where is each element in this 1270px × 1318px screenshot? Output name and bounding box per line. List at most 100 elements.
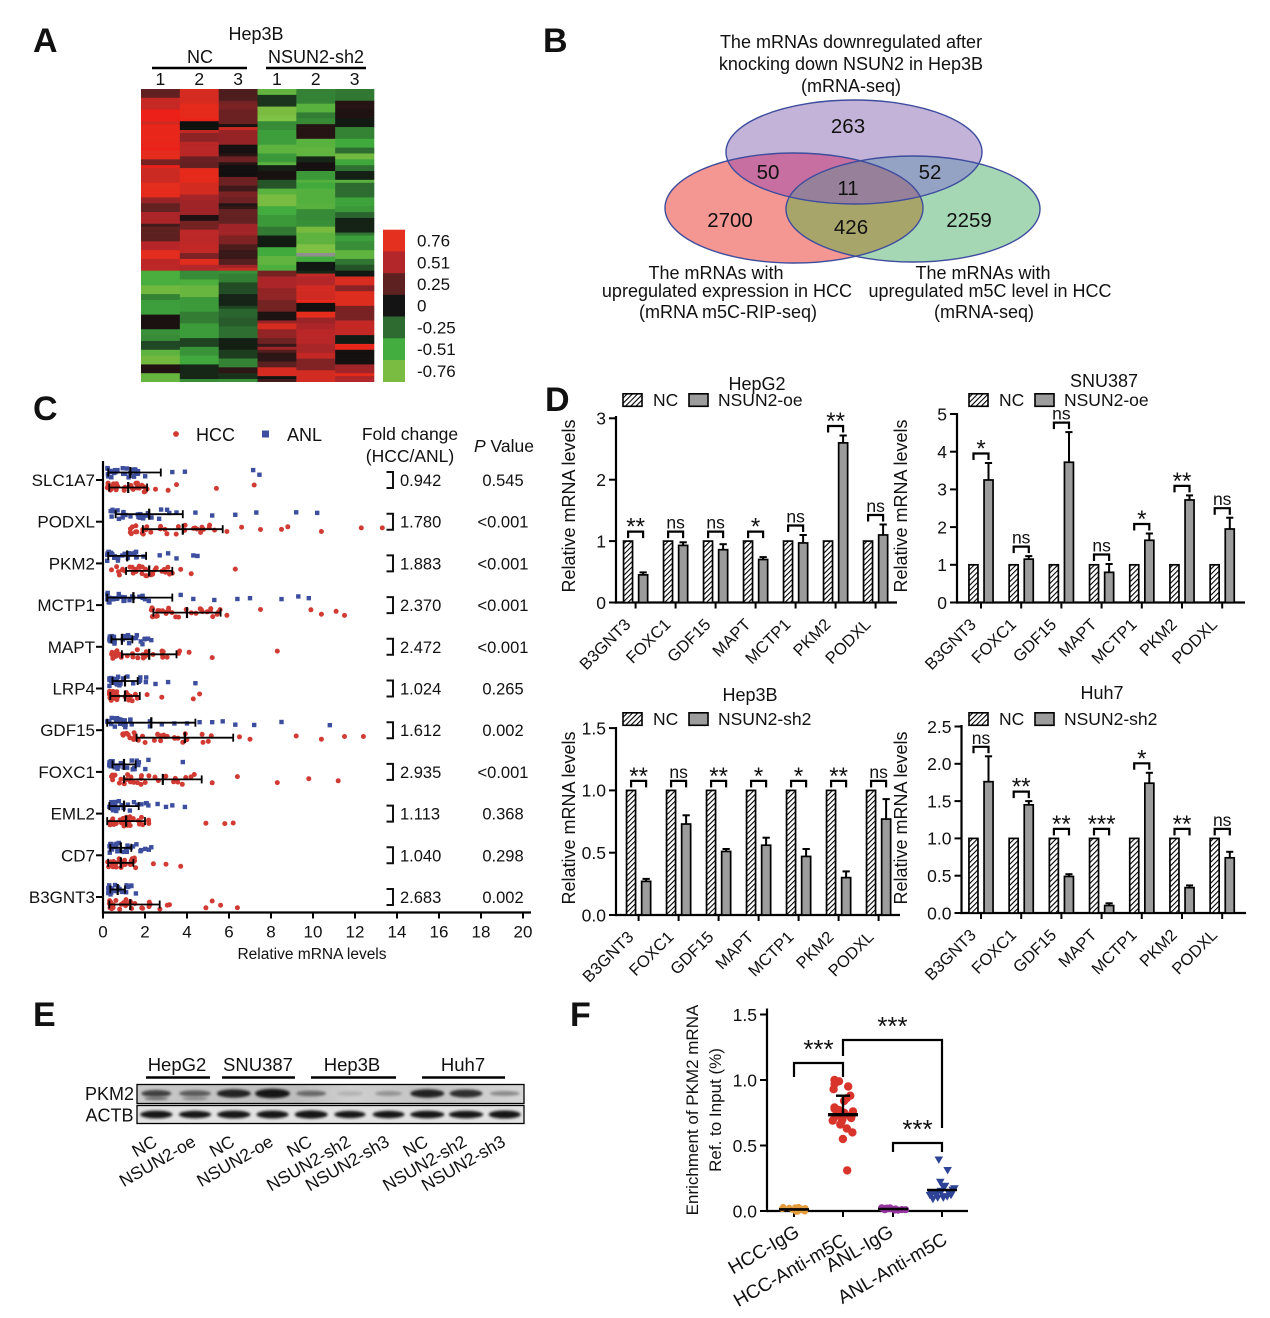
svg-text:2: 2 [596,470,606,490]
svg-text:CD7: CD7 [61,846,95,865]
svg-text:<0.001: <0.001 [478,555,529,573]
svg-text:1.5: 1.5 [927,791,951,811]
svg-text:Ref. to Input (%): Ref. to Input (%) [706,1048,725,1172]
svg-text:upregulated m5C level in HCC: upregulated m5C level in HCC [868,281,1111,301]
svg-text:0: 0 [417,297,426,316]
svg-text:E: E [33,996,56,1034]
svg-text:0.76: 0.76 [417,232,450,251]
svg-text:LRP4: LRP4 [52,680,95,699]
svg-text:Huh7: Huh7 [1080,683,1123,703]
svg-text:**: ** [829,763,848,790]
svg-text:ns: ns [1052,404,1071,424]
svg-text:Huh7: Huh7 [441,1054,485,1075]
svg-text:B3GNT3: B3GNT3 [29,888,95,907]
svg-text:PODXL: PODXL [822,616,874,668]
svg-text:FOXC1: FOXC1 [38,763,95,782]
svg-text:426: 426 [834,216,868,239]
svg-text:1.0: 1.0 [733,1070,758,1090]
svg-text:PODXL: PODXL [1169,616,1221,668]
svg-text:ns: ns [866,496,885,516]
svg-text:ns: ns [786,507,805,527]
svg-text:ns: ns [1213,810,1232,830]
svg-text:1.0: 1.0 [582,781,607,801]
svg-text:50: 50 [757,161,780,184]
svg-text:ns: ns [869,762,888,782]
svg-text:SNU387: SNU387 [1070,371,1138,391]
svg-text:0.5: 0.5 [733,1136,757,1156]
svg-text:MCTP1: MCTP1 [37,596,95,615]
svg-text:1.113: 1.113 [400,806,440,824]
svg-text:0.545: 0.545 [482,472,523,490]
svg-text:The mRNAs with: The mRNAs with [915,263,1050,283]
svg-text:1.780: 1.780 [400,514,441,532]
svg-text:Enrichment of PKM2 mRNA: Enrichment of PKM2 mRNA [683,1004,702,1215]
svg-text:1: 1 [272,69,282,89]
svg-text:1.0: 1.0 [927,829,952,849]
svg-text:14: 14 [388,923,407,942]
svg-text:Relative mRNA levels: Relative mRNA levels [891,419,911,592]
svg-text:ns: ns [669,762,688,782]
svg-text:GDF15: GDF15 [1010,616,1060,666]
svg-text:0.25: 0.25 [417,275,450,294]
svg-text:*: * [1137,745,1146,772]
svg-text:Relative mRNA levels: Relative mRNA levels [237,946,386,963]
svg-text:11: 11 [837,177,858,200]
svg-text:0.5: 0.5 [582,843,606,863]
svg-text:***: *** [877,1011,907,1041]
svg-text:FOXC1: FOXC1 [626,928,678,980]
svg-text:***: *** [902,1114,932,1144]
svg-text:(HCC/ANL): (HCC/ANL) [366,446,454,466]
svg-text:0.368: 0.368 [482,806,523,824]
svg-text:NSUN2-oe: NSUN2-oe [116,1131,199,1191]
svg-text:2.370: 2.370 [400,597,441,615]
svg-text:0.0: 0.0 [927,903,952,923]
svg-text:FOXC1: FOXC1 [968,926,1020,978]
svg-text:**: ** [1173,811,1192,838]
svg-text:0.0: 0.0 [582,905,607,925]
svg-text:263: 263 [831,115,865,138]
svg-text:SLC1A7: SLC1A7 [32,471,95,490]
svg-text:D: D [545,381,570,419]
svg-text:0.265: 0.265 [482,681,523,699]
svg-text:F: F [570,996,591,1034]
svg-text:ACTB: ACTB [85,1106,133,1126]
svg-text:FOXC1: FOXC1 [968,616,1020,668]
svg-text:2.683: 2.683 [400,889,441,907]
svg-text:*: * [1137,506,1146,533]
svg-text:2: 2 [311,69,321,89]
svg-text:0.002: 0.002 [482,889,523,907]
svg-text:EML2: EML2 [51,805,95,824]
svg-text:8: 8 [266,923,275,942]
svg-text:PODXL: PODXL [37,513,95,532]
svg-text:ns: ns [1213,489,1232,509]
svg-text:ns: ns [666,513,685,533]
svg-text:0.942: 0.942 [400,472,441,490]
svg-text:Relative mRNA levels: Relative mRNA levels [559,731,579,904]
svg-text:B: B [543,22,568,60]
svg-text:0: 0 [596,593,606,613]
svg-text:Fold change: Fold change [362,424,458,444]
svg-text:ANL: ANL [287,425,322,445]
svg-text:2259: 2259 [946,209,992,232]
svg-text:4: 4 [182,923,191,942]
svg-text:B3GNT3: B3GNT3 [576,616,634,674]
svg-text:1: 1 [596,531,606,551]
svg-text:1.040: 1.040 [400,847,441,865]
svg-text:0.002: 0.002 [482,722,523,740]
svg-text:NC: NC [653,709,678,729]
svg-text:<0.001: <0.001 [478,639,529,657]
svg-text:Hep3B: Hep3B [228,24,283,44]
svg-text:**: ** [826,408,845,435]
svg-text:A: A [33,22,58,60]
svg-text:<0.001: <0.001 [478,514,529,532]
svg-text:0.5: 0.5 [927,866,951,886]
svg-text:1: 1 [156,69,166,89]
svg-text:NSUN2-oe: NSUN2-oe [193,1131,276,1191]
svg-text:(mRNA m5C-RIP-seq): (mRNA m5C-RIP-seq) [639,302,817,322]
svg-text:PKM2: PKM2 [49,554,95,573]
svg-text:The mRNAs downregulated after: The mRNAs downregulated after [720,32,982,52]
svg-text:2.472: 2.472 [400,639,441,657]
svg-text:ns: ns [706,513,725,533]
svg-text:MAPT: MAPT [48,638,95,657]
svg-text:NC: NC [187,47,213,67]
